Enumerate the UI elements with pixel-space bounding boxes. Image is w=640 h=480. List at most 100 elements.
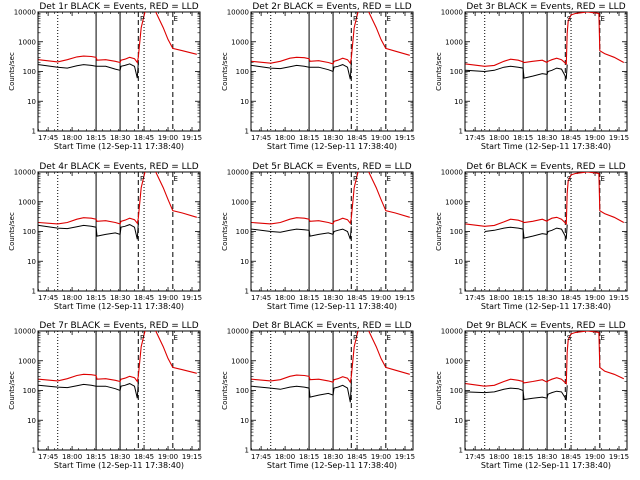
- y-axis-label: Counts/sec: [8, 371, 16, 410]
- marker-lines: [484, 331, 601, 450]
- x-tick-label: 18:45: [134, 453, 154, 461]
- plot-frame: [464, 171, 628, 292]
- y-tick-label: 1000: [231, 38, 249, 46]
- series-group: [38, 12, 197, 79]
- marker-letter: E: [600, 175, 604, 183]
- x-axis-label: Start Time (12-Sep-11 17:38:40): [54, 302, 184, 311]
- x-tick-label: 18:45: [134, 294, 154, 302]
- x-tick-label: 19:00: [585, 294, 605, 302]
- lld-series-line: [465, 331, 625, 387]
- x-tick-label: 18:30: [110, 453, 130, 461]
- y-tick-label: 100: [450, 68, 463, 76]
- y-tick-label: 1000: [445, 38, 463, 46]
- y-tick-label: 1000: [445, 357, 463, 365]
- lld-series-line: [465, 172, 625, 227]
- y-tick-label: 1000: [445, 198, 463, 206]
- series-group: [251, 12, 410, 80]
- events-series-line: [38, 382, 139, 399]
- series-group: [251, 331, 410, 403]
- x-tick-label: 18:45: [561, 134, 581, 142]
- y-axis-label: Counts/sec: [8, 212, 16, 251]
- x-tick-label: 18:15: [299, 294, 319, 302]
- plot-frame: [37, 171, 201, 292]
- y-tick-label: 10000: [441, 9, 463, 17]
- series-group: [465, 331, 625, 402]
- y-tick-label: 10000: [441, 328, 463, 336]
- y-tick-label: 10000: [14, 169, 36, 177]
- x-tick-label: 18:00: [62, 453, 82, 461]
- y-tick-label: 1: [32, 128, 36, 136]
- marker-letter: E: [173, 334, 177, 342]
- y-tick-label: 1: [459, 288, 463, 296]
- x-tick-label: 19:15: [395, 134, 415, 142]
- lld-series-line: [38, 331, 197, 383]
- x-tick-label: 18:15: [299, 134, 319, 142]
- x-tick-label: 18:15: [86, 294, 106, 302]
- x-tick-label: 19:00: [585, 134, 605, 142]
- lld-series-line: [251, 172, 410, 225]
- panel-6: Det 6r BLACK = Events, RED = LLD 1 10 100 10…: [435, 162, 629, 311]
- x-tick-label: 18:45: [134, 134, 154, 142]
- panel-title: Det 5r BLACK = Events, RED = LLD: [252, 162, 411, 172]
- y-tick-label: 10: [240, 98, 249, 106]
- marker-letter: P: [353, 15, 357, 23]
- y-tick-label: 10000: [14, 9, 36, 17]
- x-tick-label: 17:45: [465, 134, 485, 142]
- panel-1: Det 1r BLACK = Events, RED = LLD 1 10 100 10…: [8, 2, 202, 151]
- x-tick-label: 19:15: [609, 134, 629, 142]
- x-tick-label: 17:45: [251, 134, 271, 142]
- x-tick-label: 19:15: [609, 453, 629, 461]
- x-tick-label: 18:30: [323, 294, 343, 302]
- x-tick-label: 18:45: [347, 453, 367, 461]
- y-tick-label: 100: [236, 228, 249, 236]
- x-tick-label: 18:15: [513, 294, 533, 302]
- x-tick-label: 19:00: [158, 294, 178, 302]
- x-tick-label: 18:00: [489, 453, 509, 461]
- x-tick-label: 18:30: [323, 453, 343, 461]
- x-tick-label: 18:15: [86, 134, 106, 142]
- panel-5: Det 5r BLACK = Events, RED = LLD 1 10 100 10…: [221, 162, 415, 311]
- x-tick-label: 18:45: [561, 453, 581, 461]
- marker-letter: E: [600, 15, 604, 23]
- x-tick-label: 18:00: [489, 294, 509, 302]
- x-tick-label: 19:00: [158, 134, 178, 142]
- y-tick-label: 10: [240, 258, 249, 266]
- y-axis-label: Counts/sec: [435, 212, 443, 251]
- x-tick-label: 18:30: [110, 134, 130, 142]
- marker-letter: P: [353, 175, 357, 183]
- x-tick-label: 17:45: [465, 294, 485, 302]
- marker-letter: E: [600, 334, 604, 342]
- x-tick-label: 18:00: [275, 294, 295, 302]
- x-tick-label: 17:45: [38, 134, 58, 142]
- plot-frame: [464, 330, 628, 451]
- marker-lines: [270, 172, 387, 291]
- y-tick-label: 10: [27, 258, 36, 266]
- x-tick-label: 18:15: [513, 134, 533, 142]
- x-tick-label: 19:15: [182, 453, 202, 461]
- marker-letter: E: [173, 175, 177, 183]
- events-series-line: [38, 62, 139, 79]
- marker-lines: [57, 331, 174, 450]
- x-tick-label: 17:45: [38, 453, 58, 461]
- marker-letter: E: [386, 175, 390, 183]
- y-axis-label: Counts/sec: [8, 52, 16, 91]
- marker-lines: [484, 12, 601, 131]
- panel-8: Det 8r BLACK = Events, RED = LLD 1 10 100 10…: [221, 321, 415, 470]
- y-axis-label: Counts/sec: [221, 52, 229, 91]
- y-tick-label: 1000: [18, 198, 36, 206]
- y-tick-label: 1: [245, 128, 249, 136]
- marker-letter: S: [567, 175, 572, 183]
- x-axis-label: Start Time (12-Sep-11 17:38:40): [54, 142, 184, 151]
- x-tick-label: 18:00: [62, 134, 82, 142]
- y-axis-label: Counts/sec: [221, 212, 229, 251]
- y-tick-label: 1: [459, 447, 463, 455]
- y-tick-label: 10000: [441, 169, 463, 177]
- marker-letter: S: [567, 334, 572, 342]
- y-tick-label: 1000: [18, 357, 36, 365]
- x-axis-label: Start Time (12-Sep-11 17:38:40): [481, 142, 611, 151]
- x-tick-label: 18:00: [275, 453, 295, 461]
- x-tick-label: 18:30: [537, 134, 557, 142]
- events-series-line: [38, 223, 139, 240]
- x-tick-label: 18:30: [323, 134, 343, 142]
- x-tick-label: 18:45: [561, 294, 581, 302]
